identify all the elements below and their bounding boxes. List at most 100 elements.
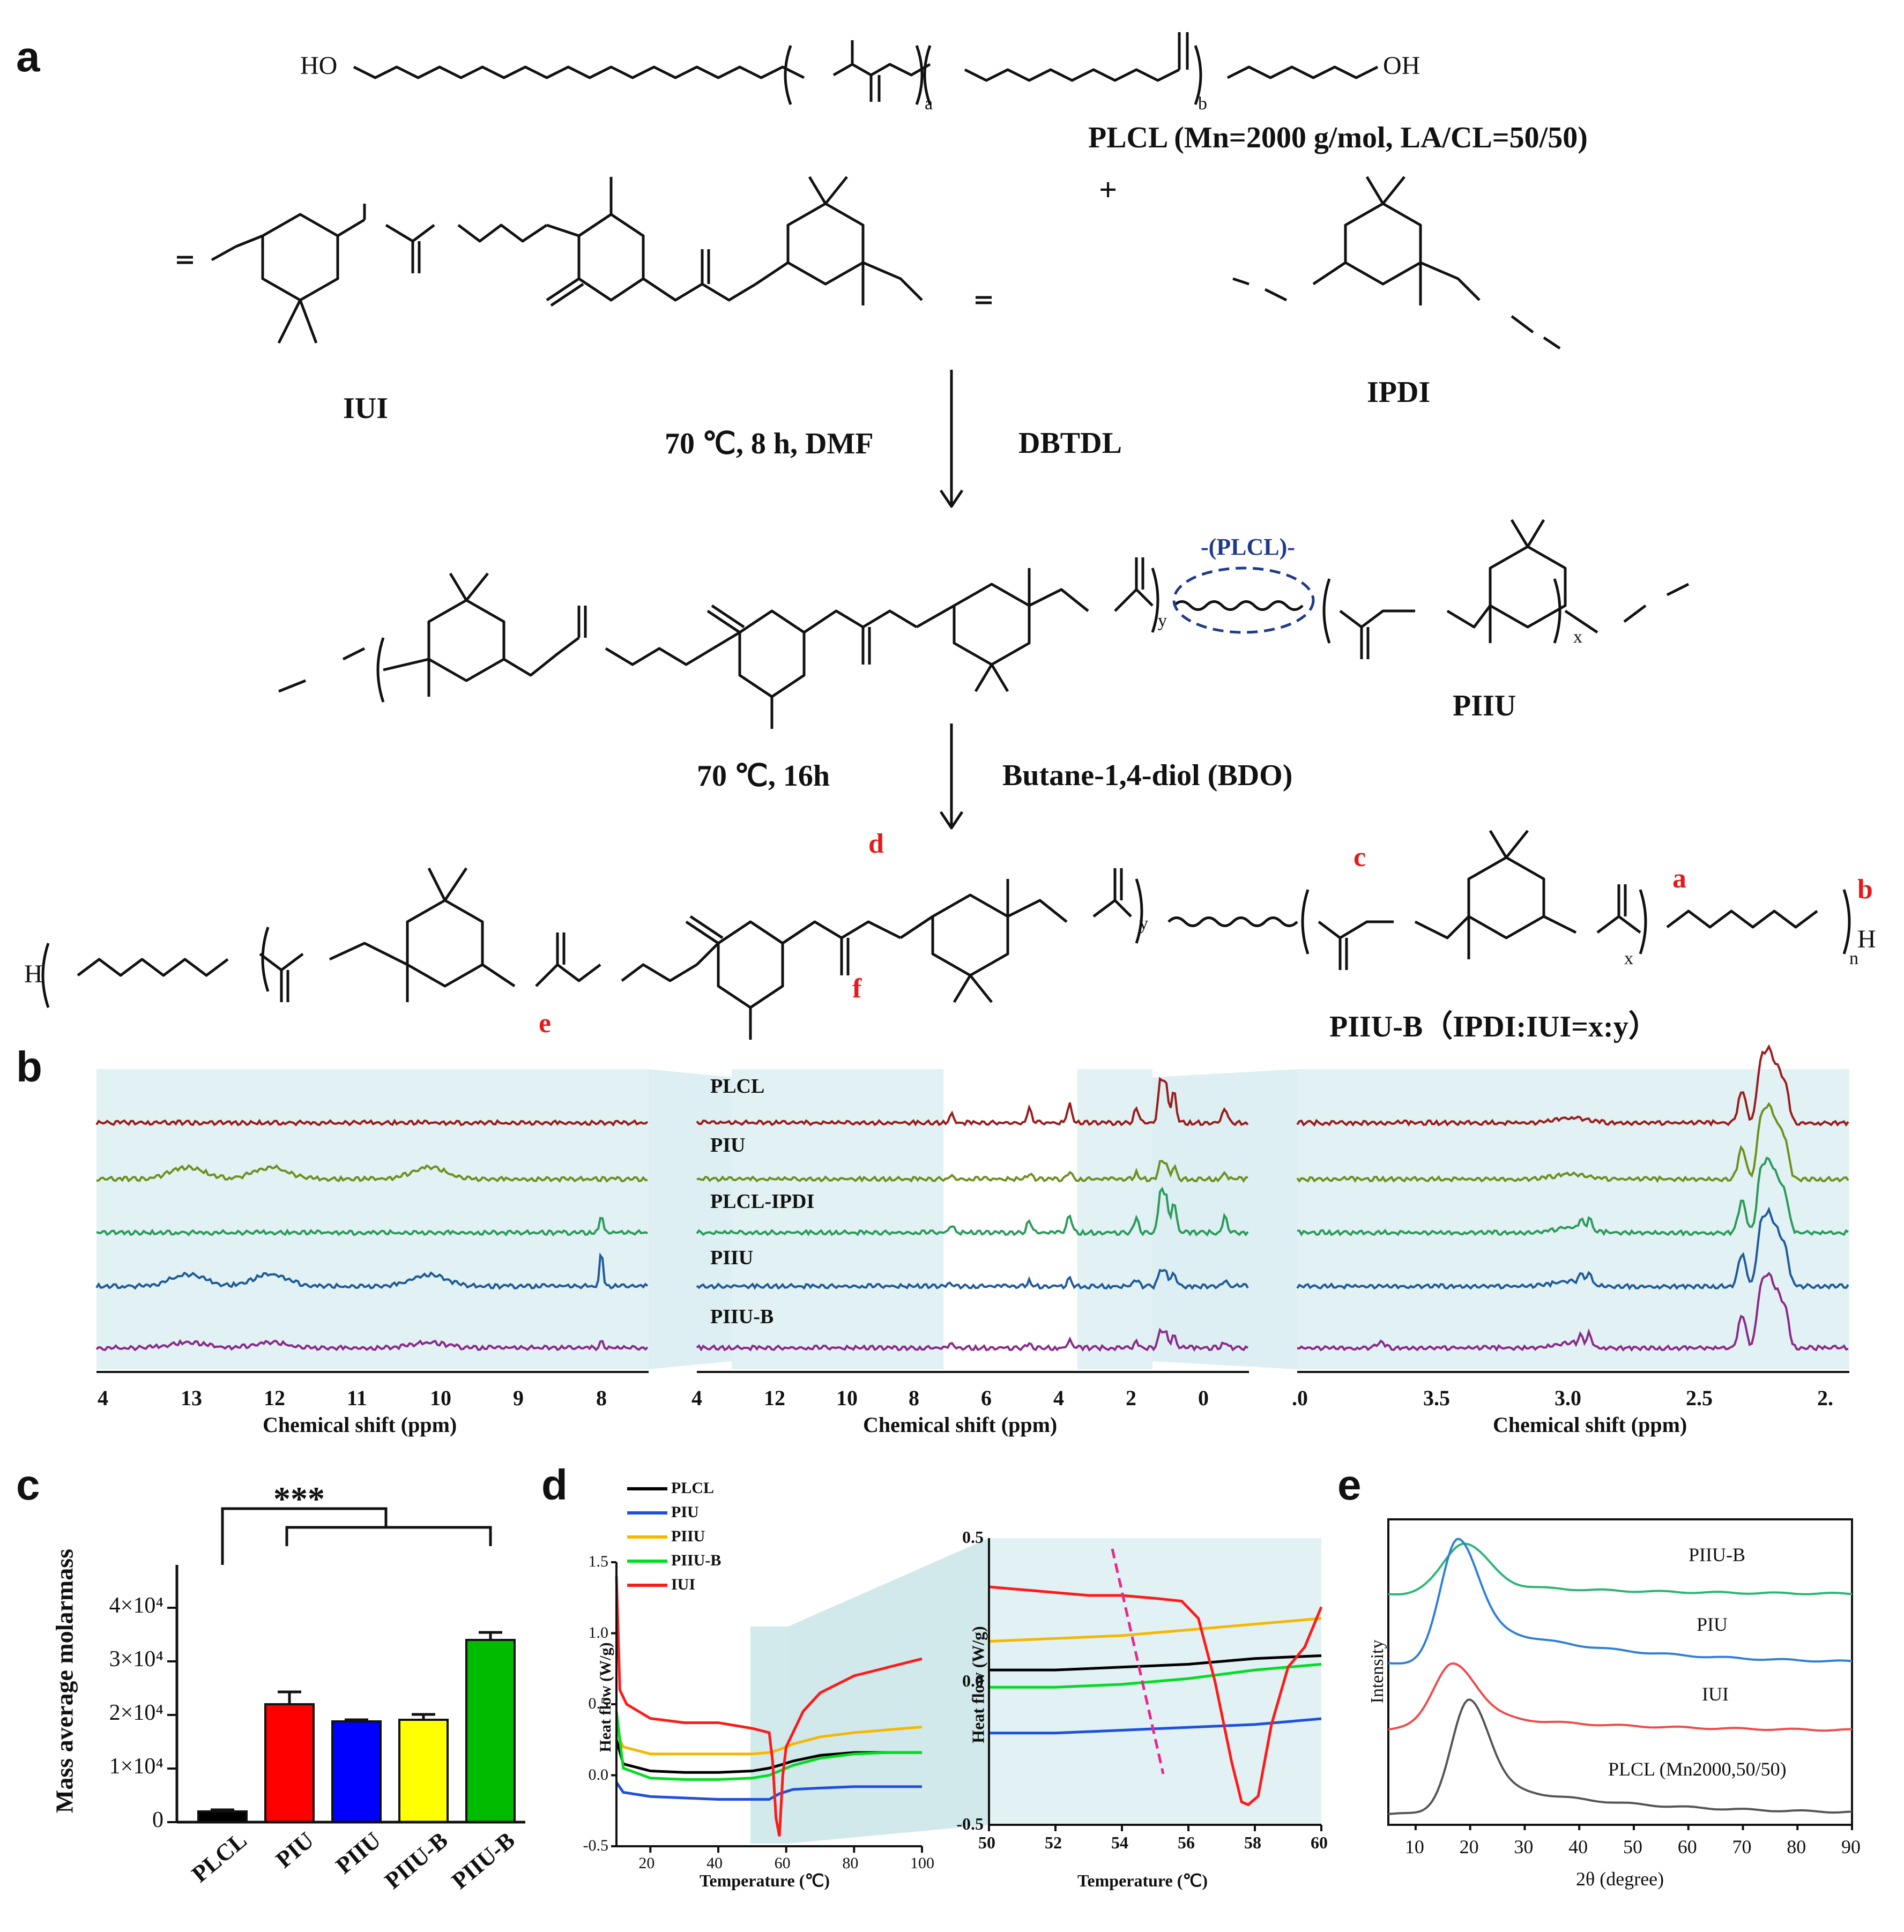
sig-bracket-1 [221, 1507, 388, 1565]
nmr-trace-1-0 [696, 1077, 1249, 1127]
nmr-trace-1-3 [696, 1269, 1249, 1291]
iui-label: IUI [343, 392, 389, 425]
dsc-inset-xtick-label: 52 [1045, 1833, 1062, 1852]
dsc-line-PIIU-B [615, 1711, 922, 1781]
sub-y-piiu: y [1158, 611, 1167, 631]
dsc-line-IUI [615, 1576, 923, 1837]
nmr-trace-1-2 [696, 1187, 1249, 1237]
nmr-trace-2-0 [1296, 1044, 1849, 1127]
nmr-right-xlabel: Chemical shift (ppm) [1493, 1413, 1687, 1437]
atom-h-end-right: H [1857, 925, 1876, 953]
dsc-ytick-label: 1.0 [588, 1623, 609, 1642]
dsc-xtick-label: 100 [910, 1854, 934, 1872]
condition-1-left: 70 ℃, 8 h, DMF [665, 427, 874, 460]
iui-ring-1 [261, 213, 339, 302]
xrd-label-piiu-b: PIIU-B [1689, 1544, 1745, 1565]
plcl-ellipse [1172, 566, 1315, 634]
nmr-mid-xlabel: Chemical shift (ppm) [863, 1413, 1058, 1437]
panel-label-c: c [16, 1461, 40, 1509]
panel-label-b: b [16, 1043, 42, 1091]
dsc-inset-line-PIIU [988, 1617, 1322, 1643]
dsc-inset-line-PIU [989, 1717, 1322, 1735]
plcl-chain [353, 65, 805, 79]
nmr-trace-2-3 [1296, 1206, 1849, 1291]
nmr-left-tick: 10 [430, 1386, 451, 1410]
nmr-right-tick: 2.5 [1686, 1386, 1713, 1410]
plus-sign: + [1099, 172, 1118, 207]
nmr-label-plcl-ipdi: PLCL-IPDI [710, 1190, 815, 1213]
nmr-mid-tick: 6 [981, 1386, 992, 1410]
bar-ytick-label: 1×10⁴ [109, 1754, 163, 1779]
dsc-inset-ytick-label: 0.0 [962, 1670, 984, 1690]
bar-2 [331, 1720, 382, 1823]
dsc-ytick-label: -0.5 [583, 1837, 609, 1854]
xrd-xlabel: 2θ (degree) [1576, 1868, 1664, 1890]
atom-oh: OH [1383, 51, 1420, 80]
nmr-trace-2-2 [1297, 1156, 1849, 1237]
dsc-inset-ytick-label: -0.5 [956, 1814, 984, 1833]
xrd-xtick-label: 20 [1459, 1836, 1479, 1858]
piiub-label: PIIU-B（IPDI:IUI=x:y） [1329, 1010, 1658, 1043]
nmr-mid-tick: 4 [691, 1386, 702, 1410]
nmr-label-plcl: PLCL [710, 1075, 765, 1098]
dsc-inset-xtick-label: 58 [1244, 1833, 1261, 1852]
dsc-xtick-label: 80 [842, 1854, 859, 1872]
dsc-legend-label: PIU [671, 1503, 699, 1521]
xrd-line-2 [1388, 1662, 1852, 1732]
bar-ytick-label: 0 [152, 1808, 163, 1832]
panel-label-d: d [541, 1461, 568, 1509]
atom-ho: HO [300, 51, 338, 80]
sub-y-piiub: y [1139, 914, 1148, 934]
dsc-inset-ytick-label: 0.5 [962, 1527, 984, 1547]
nmr-mid-tick: 2 [1126, 1386, 1136, 1410]
nmr-label-piu: PIU [710, 1134, 746, 1157]
xrd-xtick-label: 50 [1623, 1836, 1642, 1858]
xrd-xtick-label: 90 [1841, 1836, 1861, 1858]
nmr-trace-0-1 [96, 1164, 648, 1183]
bar-1 [264, 1703, 315, 1823]
condition-2-left: 70 ℃, 16h [697, 759, 830, 793]
nmr-panel [95, 1044, 1849, 1373]
dsc-ytick-label: 1.5 [588, 1553, 609, 1570]
nmr-left-bg [96, 1069, 649, 1369]
nmr-left-tick: 9 [513, 1386, 524, 1410]
dsc-xtick-label: 40 [706, 1854, 723, 1872]
panel-label-a: a [16, 33, 40, 80]
dsc-xtick-label: 60 [774, 1854, 791, 1872]
nmr-label-piiu-b: PIIU-B [710, 1306, 774, 1328]
peak-letter-f: f [852, 973, 862, 1004]
dsc-inset-line-IUI [988, 1585, 1323, 1807]
xrd-line-3 [1388, 1698, 1853, 1815]
nmr-mid-tick: 4 [1053, 1386, 1064, 1410]
xrd-xtick-label: 10 [1404, 1836, 1424, 1858]
dsc-ytick-label: 0.5 [588, 1695, 609, 1712]
nmr-trace-0-3 [95, 1252, 649, 1290]
panel-label-e: e [1337, 1461, 1362, 1509]
dsc-line-PLCL [615, 1739, 922, 1774]
nmr-right-tick: .0 [1292, 1386, 1308, 1410]
xrd-xtick-label: 70 [1732, 1836, 1752, 1858]
plcl-label: PLCL (Mn=2000 g/mol, LA/CL=50/50) [1088, 121, 1588, 154]
xrd-xtick-label: 30 [1514, 1836, 1534, 1858]
dsc-xtick-label: 20 [638, 1854, 655, 1872]
nmr-trace-2-4 [1297, 1271, 1849, 1352]
xrd-line-1 [1388, 1538, 1853, 1665]
sub-a: a [925, 94, 933, 114]
nmr-left-tick: 13 [181, 1386, 202, 1410]
nmr-mid-tick: 0 [1198, 1386, 1209, 1410]
nmr-mid-tick: 8 [909, 1386, 919, 1410]
xrd-xtick-label: 40 [1568, 1836, 1588, 1858]
dsc-inset-xtick-label: 56 [1178, 1833, 1195, 1852]
dsc-ytick-label: 0.0 [588, 1765, 609, 1784]
nmr-trace-2-1 [1296, 1102, 1849, 1183]
dsc-line-PIIU [615, 1725, 923, 1756]
sig-bracket-2 [285, 1526, 492, 1546]
dsc-inset-line-PLCL [989, 1654, 1322, 1672]
iui-ring-2 [786, 202, 865, 286]
dsc-inset-line-PIIU-B [989, 1662, 1322, 1689]
nmr-trace-0-0 [95, 1118, 649, 1127]
nmr-right-tick: 3.5 [1423, 1386, 1450, 1410]
nmr-trace-0-4 [95, 1339, 649, 1352]
peak-letter-e: e [539, 1008, 552, 1039]
